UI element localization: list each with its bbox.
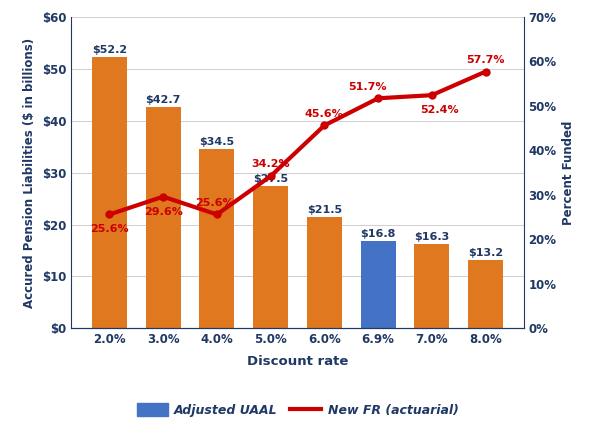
Text: $27.5: $27.5 xyxy=(253,173,288,184)
Text: $16.3: $16.3 xyxy=(414,232,449,242)
Bar xyxy=(414,244,449,328)
Text: 25.6%: 25.6% xyxy=(195,198,233,208)
Bar xyxy=(92,57,127,328)
Legend: Adjusted UAAL, New FR (actuarial): Adjusted UAAL, New FR (actuarial) xyxy=(131,398,464,421)
Text: 57.7%: 57.7% xyxy=(466,55,505,65)
Bar xyxy=(361,241,396,328)
Text: $52.2: $52.2 xyxy=(92,45,127,55)
Text: $34.5: $34.5 xyxy=(199,137,234,147)
Bar xyxy=(253,186,288,328)
Text: $21.5: $21.5 xyxy=(307,205,342,215)
Text: $42.7: $42.7 xyxy=(145,95,181,104)
Text: 52.4%: 52.4% xyxy=(421,105,459,115)
Bar xyxy=(468,260,503,328)
Text: $16.8: $16.8 xyxy=(361,229,396,239)
Text: $13.2: $13.2 xyxy=(468,248,503,258)
Y-axis label: Percent Funded: Percent Funded xyxy=(562,120,575,225)
Text: 45.6%: 45.6% xyxy=(305,109,344,119)
Y-axis label: Accured Pension Liabilities ($ in billions): Accured Pension Liabilities ($ in billio… xyxy=(23,37,36,308)
Bar xyxy=(146,107,181,328)
X-axis label: Discount rate: Discount rate xyxy=(247,354,348,368)
Text: 25.6%: 25.6% xyxy=(90,224,129,234)
Text: 34.2%: 34.2% xyxy=(251,160,290,170)
Text: 51.7%: 51.7% xyxy=(348,82,387,92)
Bar xyxy=(199,149,234,328)
Text: 29.6%: 29.6% xyxy=(144,207,183,217)
Bar xyxy=(307,217,342,328)
